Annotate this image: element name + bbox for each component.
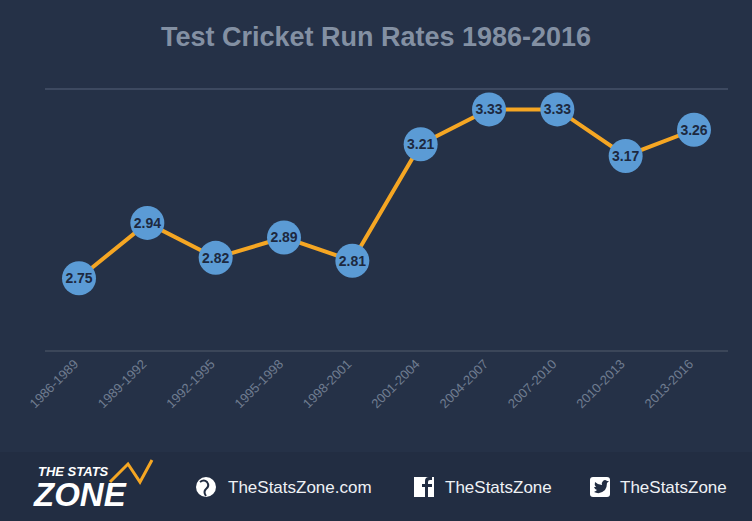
svg-text:TheStatsZone.com: TheStatsZone.com bbox=[228, 478, 372, 497]
svg-text:2013-2016: 2013-2016 bbox=[642, 357, 697, 412]
svg-text:3.26: 3.26 bbox=[680, 122, 707, 138]
svg-text:2.81: 2.81 bbox=[339, 253, 366, 269]
svg-text:TheStatsZone: TheStatsZone bbox=[445, 478, 552, 497]
svg-text:1998-2001: 1998-2001 bbox=[300, 357, 355, 412]
svg-text:3.21: 3.21 bbox=[407, 136, 434, 152]
svg-text:1995-1998: 1995-1998 bbox=[232, 357, 287, 412]
svg-text:1992-1995: 1992-1995 bbox=[163, 357, 218, 412]
svg-text:TheStatsZone: TheStatsZone bbox=[620, 478, 727, 497]
svg-text:3.17: 3.17 bbox=[612, 148, 639, 164]
svg-text:2004-2007: 2004-2007 bbox=[437, 357, 492, 412]
svg-text:2.89: 2.89 bbox=[270, 229, 297, 245]
svg-text:2001-2004: 2001-2004 bbox=[368, 357, 423, 412]
svg-text:1989-1992: 1989-1992 bbox=[95, 357, 150, 412]
svg-text:2007-2010: 2007-2010 bbox=[505, 357, 560, 412]
svg-text:3.33: 3.33 bbox=[475, 101, 502, 117]
svg-text:2.82: 2.82 bbox=[202, 250, 229, 266]
svg-text:2.75: 2.75 bbox=[65, 270, 92, 286]
svg-text:1986-1989: 1986-1989 bbox=[27, 357, 82, 412]
svg-text:2.94: 2.94 bbox=[134, 215, 161, 231]
svg-text:3.33: 3.33 bbox=[544, 101, 571, 117]
svg-text:2010-2013: 2010-2013 bbox=[573, 357, 628, 412]
html-text:Test Cricket Run Rates 1986-20: Test Cricket Run Rates 1986-2016 bbox=[160, 22, 592, 52]
svg-text:ZONE: ZONE bbox=[33, 476, 127, 513]
svg-text:THE STATS: THE STATS bbox=[38, 464, 109, 479]
